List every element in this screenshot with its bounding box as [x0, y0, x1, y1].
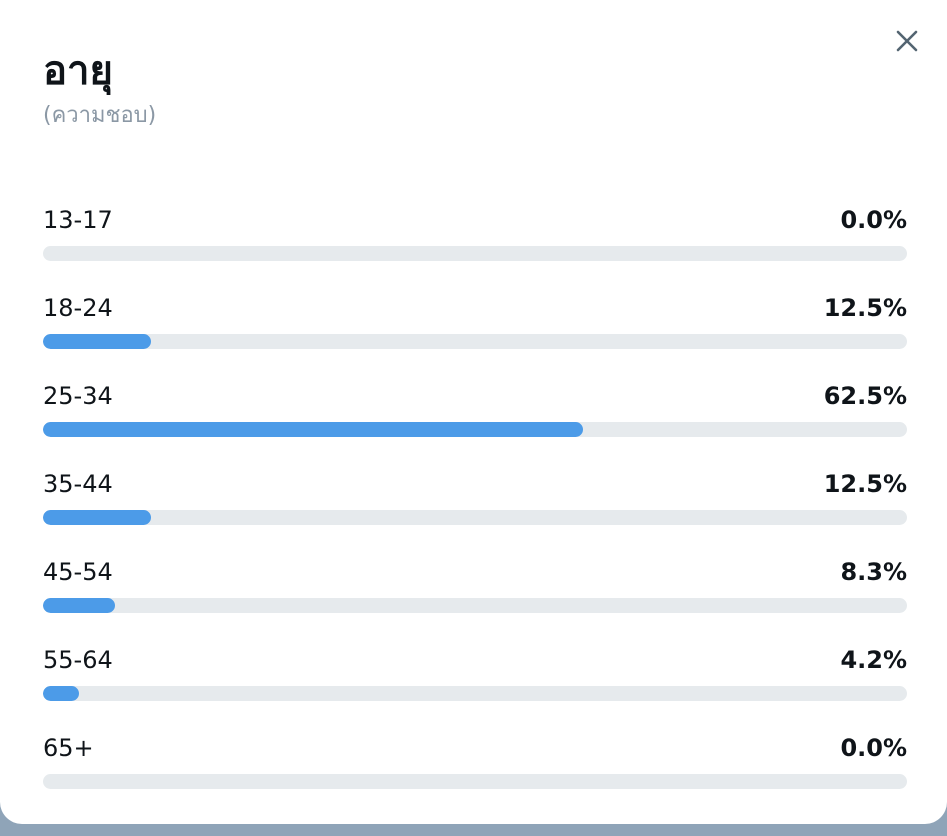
- value-label: 12.5%: [823, 294, 907, 322]
- category-label: 55-64: [43, 646, 113, 674]
- bar-track: [43, 422, 907, 437]
- bar-fill: [43, 686, 79, 701]
- value-label: 0.0%: [840, 734, 907, 762]
- value-label: 12.5%: [823, 470, 907, 498]
- bar-fill: [43, 510, 151, 525]
- dialog-title: อายุ: [43, 48, 113, 94]
- age-row: 35-44 12.5%: [43, 467, 907, 555]
- bar-track: [43, 334, 907, 349]
- age-row: 25-34 62.5%: [43, 379, 907, 467]
- bar-fill: [43, 598, 115, 613]
- age-row: 65+ 0.0%: [43, 731, 907, 819]
- age-row: 13-17 0.0%: [43, 203, 907, 291]
- dialog-subtitle: (ความชอบ): [43, 103, 157, 128]
- value-label: 4.2%: [840, 646, 907, 674]
- category-label: 35-44: [43, 470, 113, 498]
- category-label: 65+: [43, 734, 94, 762]
- age-bar-list: 13-17 0.0% 18-24 12.5% 25-34 62.5% 35-44 12.5% 4…: [43, 203, 907, 819]
- close-icon: [896, 30, 918, 52]
- category-label: 18-24: [43, 294, 113, 322]
- close-button[interactable]: [890, 24, 924, 58]
- bar-fill: [43, 334, 151, 349]
- age-row: 55-64 4.2%: [43, 643, 907, 731]
- bar-track: [43, 598, 907, 613]
- value-label: 8.3%: [840, 558, 907, 586]
- value-label: 62.5%: [823, 382, 907, 410]
- bar-track: [43, 246, 907, 261]
- age-row: 45-54 8.3%: [43, 555, 907, 643]
- age-row: 18-24 12.5%: [43, 291, 907, 379]
- value-label: 0.0%: [840, 206, 907, 234]
- category-label: 45-54: [43, 558, 113, 586]
- bar-fill: [43, 422, 583, 437]
- bar-track: [43, 686, 907, 701]
- category-label: 13-17: [43, 206, 113, 234]
- bar-track: [43, 774, 907, 789]
- category-label: 25-34: [43, 382, 113, 410]
- bar-track: [43, 510, 907, 525]
